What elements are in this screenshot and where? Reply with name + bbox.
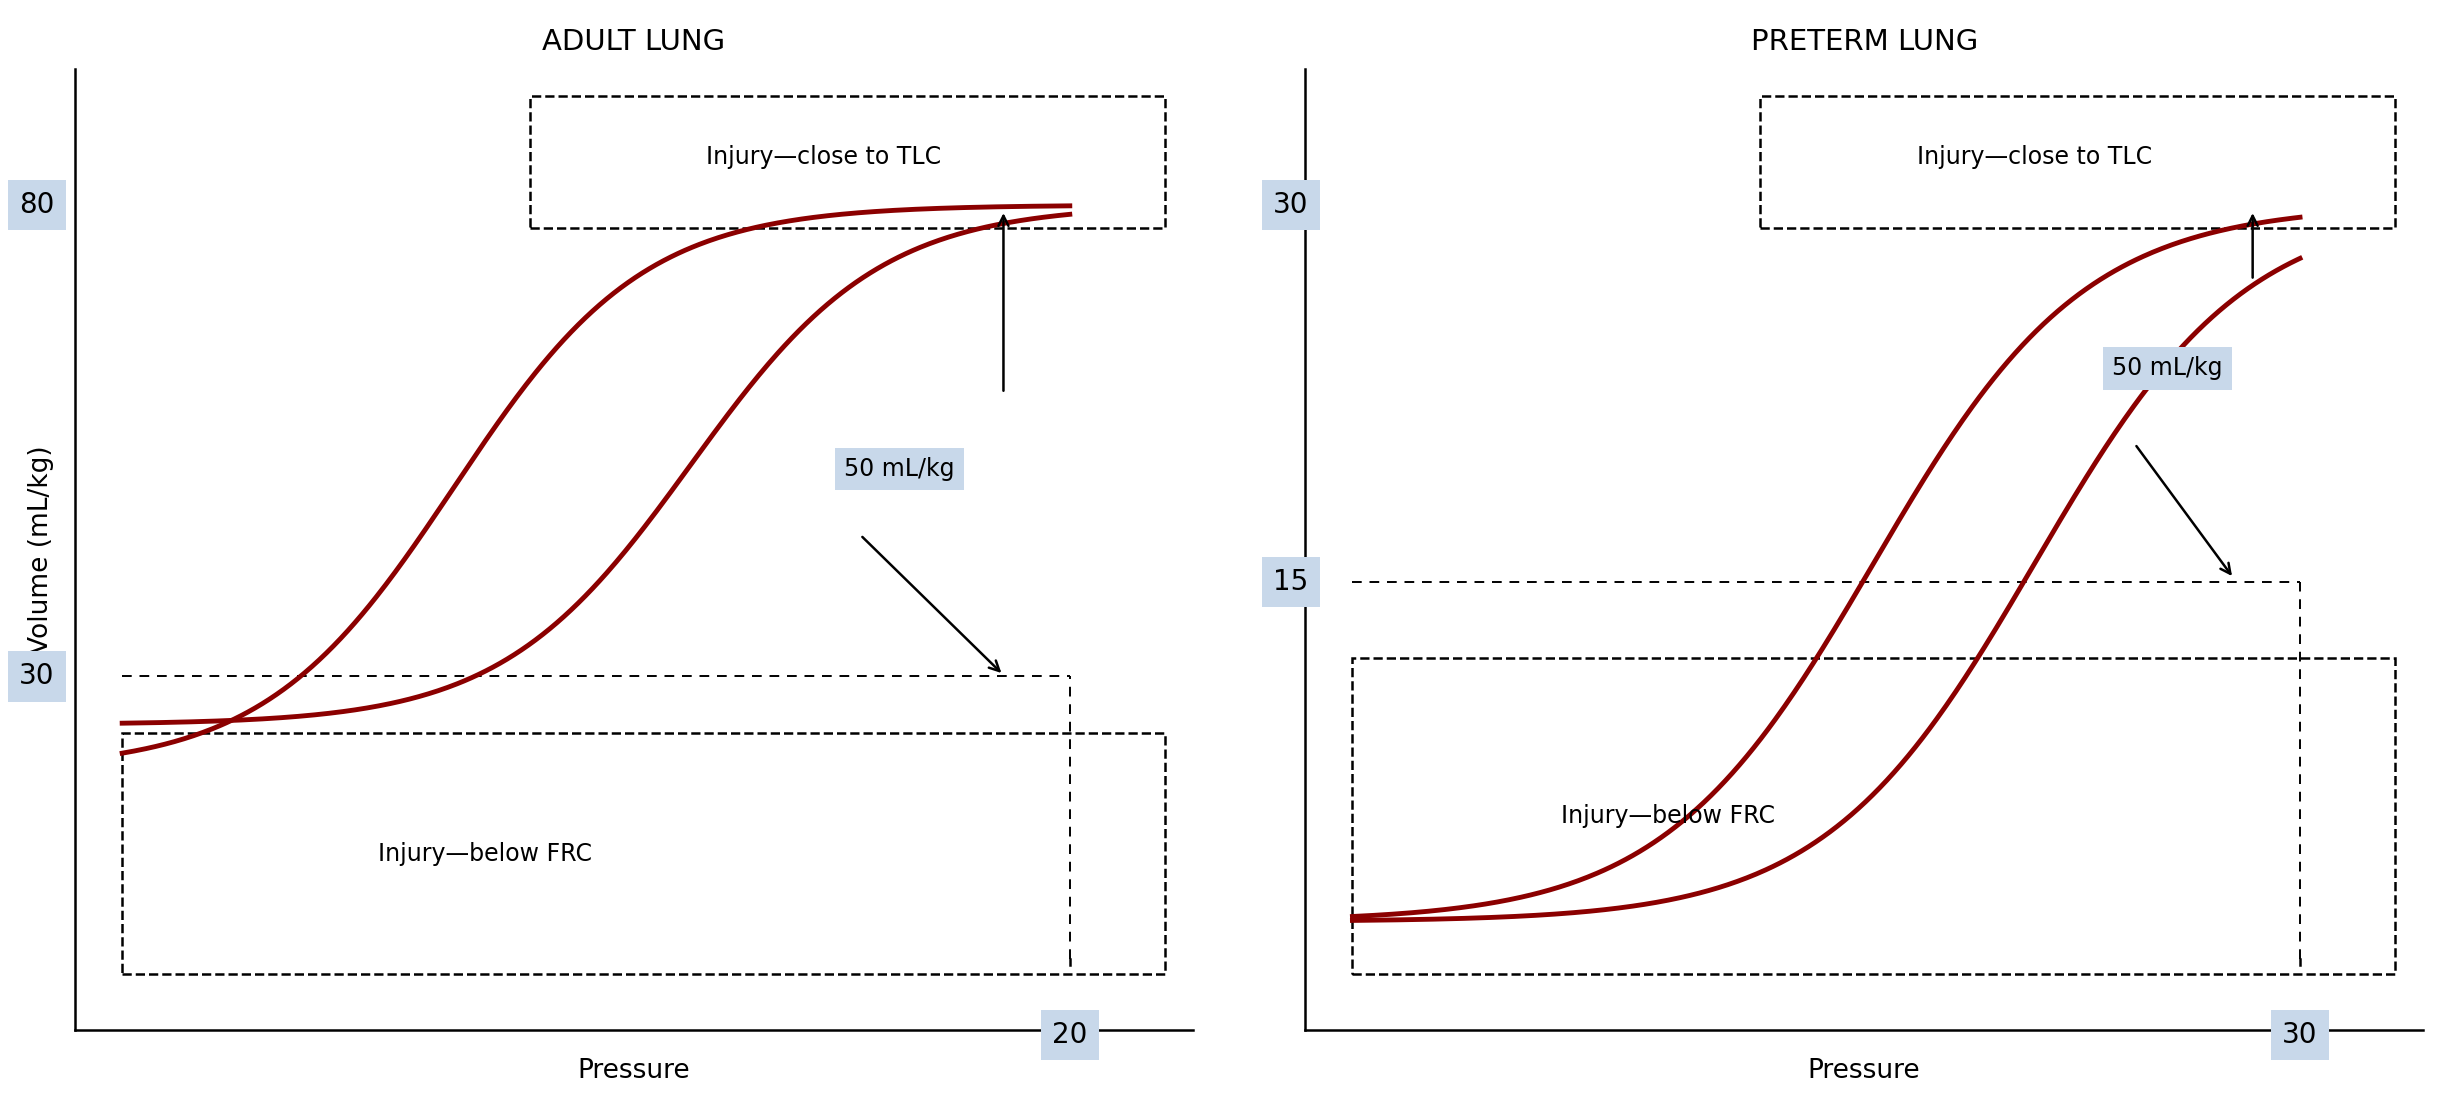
- X-axis label: Pressure: Pressure: [1809, 1059, 1922, 1084]
- Bar: [123, 733, 1164, 974]
- Title: PRETERM LUNG: PRETERM LUNG: [1750, 28, 1978, 56]
- Text: 50 mL/kg: 50 mL/kg: [2113, 357, 2223, 380]
- Bar: [1353, 657, 2395, 974]
- Bar: [529, 96, 1164, 228]
- Y-axis label: Volume (mL/kg): Volume (mL/kg): [27, 446, 54, 654]
- Text: 30: 30: [1272, 191, 1309, 219]
- Text: 30: 30: [20, 663, 54, 691]
- Text: Injury—below FRC: Injury—below FRC: [377, 842, 593, 865]
- Text: 20: 20: [1051, 1021, 1088, 1049]
- Text: Injury—close to TLC: Injury—close to TLC: [1917, 145, 2152, 169]
- Bar: [1760, 96, 2395, 228]
- Text: 80: 80: [20, 191, 54, 219]
- Text: 15: 15: [1272, 568, 1309, 596]
- Text: Injury—close to TLC: Injury—close to TLC: [706, 145, 941, 169]
- Text: Injury—below FRC: Injury—below FRC: [1561, 804, 1775, 828]
- X-axis label: Pressure: Pressure: [578, 1059, 691, 1084]
- Title: ADULT LUNG: ADULT LUNG: [542, 28, 725, 56]
- Text: 30: 30: [2282, 1021, 2319, 1049]
- Text: 50 mL/kg: 50 mL/kg: [843, 457, 953, 481]
